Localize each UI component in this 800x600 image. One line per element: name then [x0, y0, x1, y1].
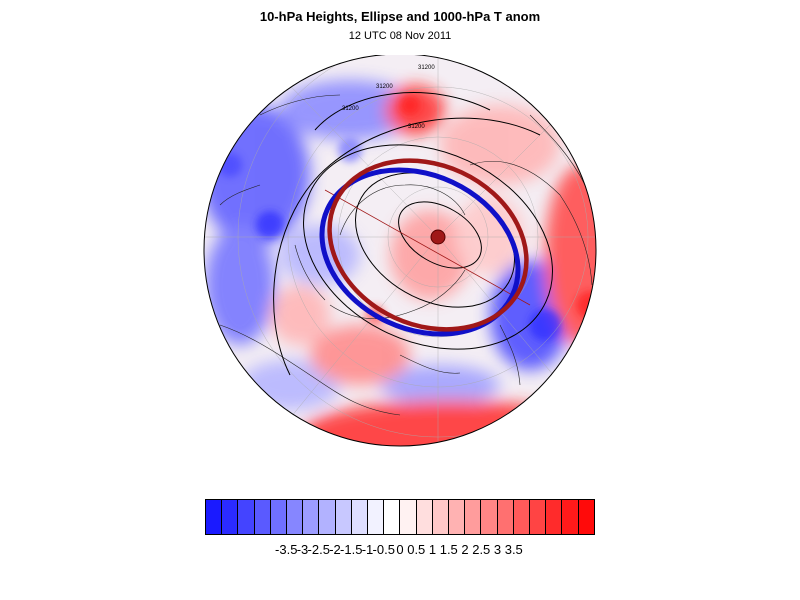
- ellipse-major-axis: [324, 189, 531, 306]
- colorbar-tick-label: 1.5: [439, 542, 458, 557]
- colorbar-tick-label: -1: [361, 542, 374, 557]
- contour-label: 31200: [376, 84, 393, 90]
- map-border: [203, 55, 597, 447]
- colorbar-swatch: [254, 500, 271, 534]
- contour-label: 31200: [342, 106, 359, 112]
- colorbar-swatch: [222, 500, 239, 534]
- colorbar-tick-label: 0: [396, 542, 404, 557]
- colorbar-swatch: [481, 500, 498, 534]
- colorbar-swatch: [384, 500, 401, 534]
- colorbar-tick-label: 0.5: [407, 542, 426, 557]
- temperature-anomaly-field: [204, 55, 596, 446]
- colorbar-tick-label: -1.5: [340, 542, 363, 557]
- contour-label: 31200: [418, 65, 435, 71]
- colorbar-swatch: [319, 500, 336, 534]
- colorbar-swatch: [546, 500, 563, 534]
- colorbar-swatch: [238, 500, 255, 534]
- colorbar-swatch: [335, 500, 352, 534]
- colorbar-swatch: [530, 500, 547, 534]
- colorbar-tick-label: -0.5: [372, 542, 395, 557]
- graticule: [204, 55, 596, 446]
- colorbar-swatch: [270, 500, 288, 534]
- colorbar-tick-label: -2: [329, 542, 341, 557]
- colorbar-tick-label: 3: [493, 542, 502, 557]
- colorbar-tick-label: -3.5: [275, 542, 298, 557]
- colorbar-swatch: [206, 500, 223, 534]
- coastlines: [219, 94, 593, 416]
- colorbar-swatch: [432, 500, 450, 534]
- chart-title: 10-hPa Heights, Ellipse and 1000-hPa T a…: [259, 9, 541, 24]
- colorbar-tick-label: 2: [461, 542, 469, 557]
- contour-label: 31200: [408, 124, 425, 130]
- colorbar-swatch: [513, 500, 531, 534]
- colorbar-tick-label: 1: [428, 542, 437, 557]
- colorbar-swatch: [449, 500, 466, 534]
- colorbar-swatch: [400, 500, 417, 534]
- colorbar-swatch: [303, 500, 320, 534]
- contour-ellipse: [319, 167, 521, 337]
- chart-subtitle: 12 UTC 08 Nov 2011: [348, 30, 452, 42]
- colorbar-swatch: [465, 500, 482, 534]
- colorbar-tick-label: -3: [296, 542, 309, 557]
- colorbar-tick-label: -2.5: [307, 542, 330, 557]
- colorbar: [205, 499, 595, 535]
- colorbar-swatch: [368, 500, 385, 534]
- colorbar-tick-label: 2.5: [472, 542, 491, 557]
- polar-map: 31200 31200 31200 31200: [203, 55, 597, 447]
- colorbar-swatch: [351, 500, 369, 534]
- colorbar-tick-labels: -3.5 -3 -2.5 -2 -1.5 -1 -0.5 0 0.5 1 1.5 2 2.5 3 3.5: [0, 542, 800, 562]
- colorbar-swatch: [562, 500, 579, 534]
- colorbar-swatch: [416, 500, 433, 534]
- colorbar-swatch: [578, 500, 594, 534]
- colorbar-swatch: [287, 500, 304, 534]
- colorbar-tick-label: 3.5: [504, 542, 523, 557]
- colorbar-swatch: [497, 500, 514, 534]
- fitted-ellipse: [327, 158, 529, 332]
- ellipse-center-marker: [430, 229, 446, 245]
